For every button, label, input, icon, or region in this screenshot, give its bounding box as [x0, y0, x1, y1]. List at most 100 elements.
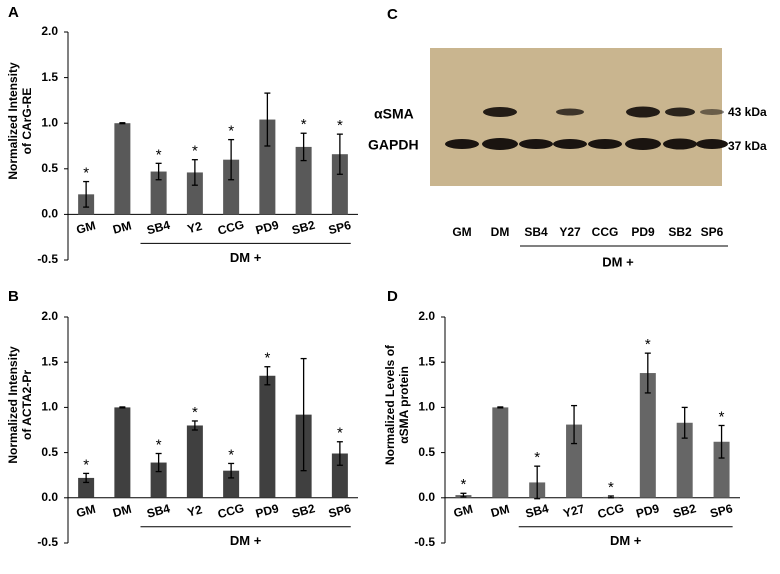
lane-label: CCG [592, 225, 619, 239]
group-label: DM + [602, 254, 634, 269]
x-tick-label: SB4 [145, 501, 171, 521]
bar [259, 375, 276, 498]
lane-label: SB4 [524, 225, 548, 239]
bar [331, 453, 348, 498]
y-tick-label: 1.0 [418, 400, 435, 414]
band [553, 139, 587, 149]
bar [114, 407, 131, 498]
significance-mark: * [156, 436, 162, 453]
x-tick-label: SP6 [327, 218, 353, 237]
bar [676, 422, 693, 498]
y-axis-title: of ACTA2-Pr [20, 370, 34, 440]
panel-label: D [387, 288, 398, 305]
x-tick-label: SB2 [290, 218, 316, 238]
y-tick-label: 1.5 [41, 70, 58, 84]
y-tick-label: 0.0 [41, 490, 58, 504]
band [483, 107, 517, 117]
lane-label: SB2 [668, 225, 692, 239]
y-axis-title: of CArG-RE [20, 88, 34, 155]
x-tick-label: SB4 [524, 501, 550, 521]
lane-label: Y27 [559, 225, 581, 239]
bar [186, 172, 203, 215]
band [700, 109, 724, 115]
y-tick-label: 2.0 [41, 24, 58, 38]
x-tick-label: SB2 [290, 501, 316, 521]
x-tick-label: DM [111, 218, 133, 236]
bar [150, 462, 167, 498]
lane-label: GM [452, 225, 471, 239]
y-tick-label: -0.5 [37, 252, 58, 266]
band [588, 139, 622, 149]
y-tick-label: 1.0 [41, 115, 58, 129]
significance-mark: * [719, 408, 725, 425]
y-tick-label: 0.5 [418, 445, 435, 459]
asma-bands [483, 106, 724, 118]
panel-label: B [8, 288, 19, 305]
x-tick-label: CCG [596, 501, 625, 521]
group-label: DM + [610, 533, 642, 548]
bar [150, 171, 167, 215]
y-tick-label: 0.5 [41, 161, 58, 175]
y-tick-label: 2.0 [41, 309, 58, 323]
significance-mark: * [645, 336, 651, 353]
lane-label: SP6 [701, 225, 724, 239]
bar [566, 424, 583, 498]
blot-panel: C αSMA GAPDH 43 kDa 37 kDa DM + [368, 6, 767, 269]
bar [223, 159, 240, 215]
group-label: DM + [230, 533, 262, 548]
x-tick-label: Y2 [186, 502, 204, 519]
y-tick-label: 0.5 [41, 445, 58, 459]
row-label: αSMA [374, 106, 414, 122]
x-tick-label: CCG [216, 501, 245, 521]
x-tick-label: SP6 [709, 501, 735, 520]
size-label: 43 kDa [728, 105, 767, 119]
chart: D Normalized Levels of αSMA protein -0.5 0.0… [383, 288, 740, 549]
bar [78, 477, 95, 498]
bar [259, 119, 276, 215]
band [519, 139, 553, 149]
bar [492, 407, 509, 498]
significance-mark: * [83, 456, 89, 473]
chart: A Normalized Intensity of CArG-RE -0.5 0.0 0.… [6, 4, 358, 266]
x-tick-label: CCG [216, 217, 245, 237]
size-label: 37 kDa [728, 139, 767, 153]
band [445, 139, 479, 149]
x-tick-label: Y2 [186, 219, 204, 236]
x-tick-label: GM [452, 502, 474, 521]
bar [114, 123, 131, 215]
significance-mark: * [264, 350, 270, 367]
band [625, 138, 661, 150]
bar [295, 146, 312, 215]
bar [639, 373, 656, 498]
panel-label: A [8, 4, 19, 21]
x-tick-label: PD9 [254, 218, 280, 238]
x-tick-label: GM [75, 218, 97, 237]
y-tick-label: 1.5 [41, 354, 58, 368]
gapdh-bands [445, 138, 728, 150]
band [556, 108, 584, 116]
bar [331, 154, 348, 215]
significance-mark: * [608, 479, 614, 496]
bar [223, 470, 240, 498]
x-tick-label: GM [75, 502, 97, 521]
x-tick-label: PD9 [254, 501, 280, 521]
chart: B Normalized Intensity of ACTA2-Pr -0.5 0.0 0… [6, 288, 358, 549]
significance-mark: * [534, 449, 540, 466]
y-tick-label: 0.0 [418, 490, 435, 504]
band [663, 138, 697, 150]
significance-mark: * [156, 146, 162, 163]
significance-mark: * [301, 116, 307, 133]
panel-label: C [387, 6, 398, 23]
y-axis-title: Normalized Intensity [6, 62, 20, 180]
significance-mark: * [461, 476, 467, 493]
significance-mark: * [192, 143, 198, 160]
band [665, 107, 695, 117]
x-tick-label: SB2 [671, 501, 697, 521]
y-tick-label: 1.0 [41, 400, 58, 414]
lane-label: DM [491, 225, 510, 239]
row-label: GAPDH [368, 137, 419, 153]
y-tick-label: 1.5 [418, 354, 435, 368]
bar [186, 425, 203, 498]
band [482, 138, 518, 150]
